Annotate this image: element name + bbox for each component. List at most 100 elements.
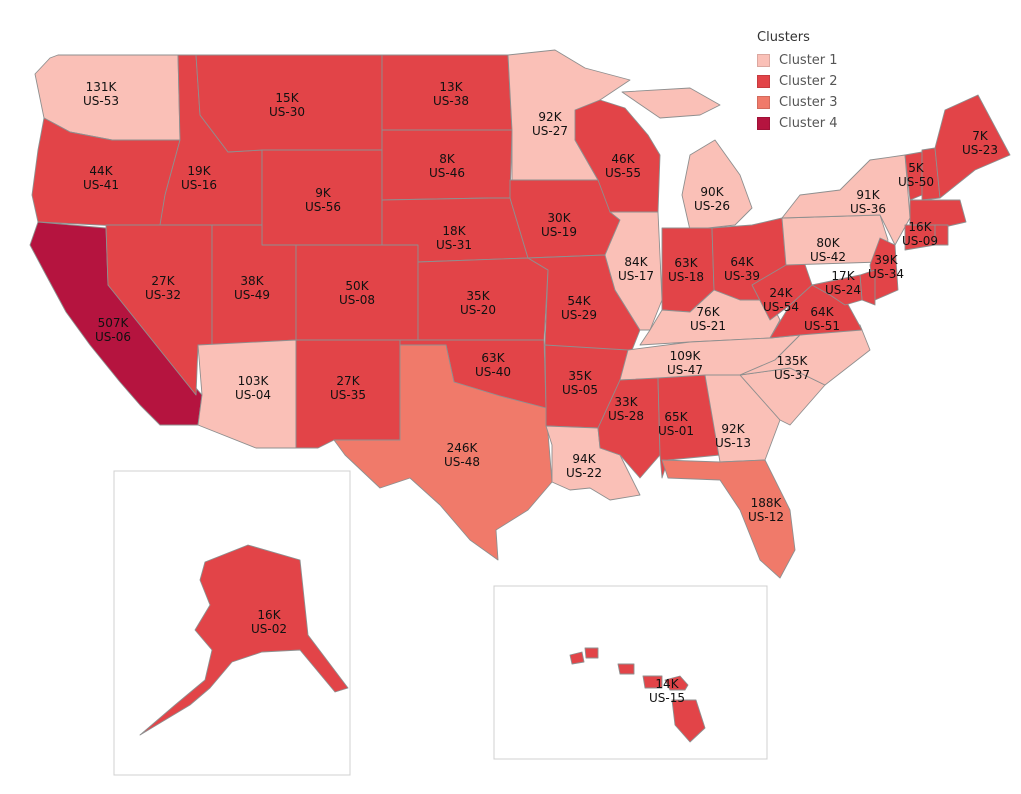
state-value-label-tn: 109K [670,349,702,363]
state-shape-wi[interactable] [574,99,661,213]
state-shape-md[interactable] [811,274,863,306]
state-code-label-ca: US-06 [95,330,131,344]
state-mi[interactable] [621,87,753,231]
state-code-label-me: US-23 [962,143,998,157]
state-code-label-ny: US-36 [850,202,886,216]
state-shape-mi[interactable] [681,139,753,231]
state-code-label-hi: US-15 [649,691,685,705]
state-hi[interactable] [569,647,706,743]
legend-label-cluster-3: Cluster 3 [779,95,838,110]
state-shape-fl[interactable] [661,459,796,579]
hawaii-inset-frame [493,585,768,760]
state-shape-hi[interactable] [617,663,635,675]
state-code-label-ia: US-19 [541,225,577,239]
state-value-label-ga: 92K [721,422,745,436]
state-nj[interactable] [869,237,899,301]
legend-item-cluster-4[interactable]: Cluster 4 [757,113,838,134]
legend-item-cluster-3[interactable]: Cluster 3 [757,92,838,113]
state-code-label-ok: US-40 [475,365,511,379]
legend-label-cluster-4: Cluster 4 [779,116,838,131]
state-ma[interactable] [909,199,967,229]
state-shape-me[interactable] [934,94,1011,199]
state-ak[interactable] [139,544,349,736]
state-value-label-sd: 8K [439,152,456,166]
state-value-label-wy: 9K [315,186,332,200]
state-code-label-ma: US-09 [902,234,938,248]
state-code-label-vt: US-50 [898,175,934,189]
state-value-label-ms: 33K [614,395,638,409]
state-value-label-ca: 507K [98,316,130,330]
state-code-label-co: US-08 [339,293,375,307]
state-code-label-la: US-22 [566,466,602,480]
state-shape-ks[interactable] [417,257,549,341]
state-shape-mi[interactable] [621,87,721,119]
cluster-legend: Clusters Cluster 1 Cluster 2 Cluster 3 C… [757,30,838,134]
state-value-label-nv: 27K [151,274,175,288]
state-code-label-or: US-41 [83,178,119,192]
state-value-label-vt: 5K [908,161,925,175]
state-shape-hi[interactable] [642,675,663,689]
state-code-label-tx: US-48 [444,455,480,469]
state-value-label-wv: 24K [769,286,793,300]
state-value-label-az: 103K [238,374,270,388]
state-md[interactable] [811,274,863,306]
state-code-label-nd: US-38 [433,94,469,108]
state-ga[interactable] [704,374,781,463]
state-shape-ri[interactable] [934,224,949,246]
state-shape-tx[interactable] [333,344,553,561]
state-value-label-co: 50K [345,279,369,293]
state-code-label-ks: US-20 [460,303,496,317]
state-value-label-oh: 64K [730,255,754,269]
state-value-label-tx: 246K [447,441,479,455]
state-code-label-fl: US-12 [748,510,784,524]
state-code-label-sd: US-46 [429,166,465,180]
legend-item-cluster-2[interactable]: Cluster 2 [757,71,838,92]
state-code-label-nv: US-32 [145,288,181,302]
state-value-label-ma: 16K [908,220,932,234]
state-value-label-wi: 46K [611,152,635,166]
state-shape-hi[interactable] [569,651,585,665]
state-value-label-nc: 135K [777,354,809,368]
state-code-label-pa: US-42 [810,250,846,264]
state-code-label-nm: US-35 [330,388,366,402]
state-shape-nj[interactable] [869,237,899,301]
state-shape-hi[interactable] [671,699,706,743]
states-layer [29,49,1011,743]
state-il[interactable] [604,211,663,331]
state-shape-ak[interactable] [139,544,349,736]
state-code-label-ga: US-13 [715,436,751,450]
state-fl[interactable] [661,459,796,579]
legend-label-cluster-1: Cluster 1 [779,53,838,68]
legend-title: Clusters [757,30,810,45]
state-code-label-wa: US-53 [83,94,119,108]
state-me[interactable] [934,94,1011,199]
state-code-label-ms: US-28 [608,409,644,423]
state-value-label-il: 84K [624,255,648,269]
state-tx[interactable] [333,344,553,561]
state-ks[interactable] [417,257,549,341]
state-shape-ma[interactable] [909,199,967,229]
state-code-label-mt: US-30 [269,105,305,119]
state-shape-il[interactable] [604,211,663,331]
legend-swatch-cluster-4 [757,117,770,130]
state-code-label-nj: US-34 [868,267,904,281]
state-code-label-ky: US-21 [690,319,726,333]
state-code-label-va: US-51 [804,319,840,333]
legend-item-cluster-1[interactable]: Cluster 1 [757,50,838,71]
state-value-label-wa: 131K [86,80,118,94]
state-shape-hi[interactable] [584,647,599,659]
alaska-inset-frame [113,470,351,776]
state-value-label-de: 17K [831,269,855,283]
state-wi[interactable] [574,99,661,213]
state-value-label-mi: 90K [700,185,724,199]
state-ri[interactable] [934,224,949,246]
state-value-label-fl: 188K [751,496,783,510]
state-shape-ga[interactable] [704,374,781,463]
state-value-label-al: 65K [664,410,688,424]
state-code-label-oh: US-39 [724,269,760,283]
state-value-label-mt: 15K [275,91,299,105]
state-shape-hi[interactable] [664,675,689,691]
state-value-label-ny: 91K [856,188,880,202]
state-value-label-id: 19K [187,164,211,178]
